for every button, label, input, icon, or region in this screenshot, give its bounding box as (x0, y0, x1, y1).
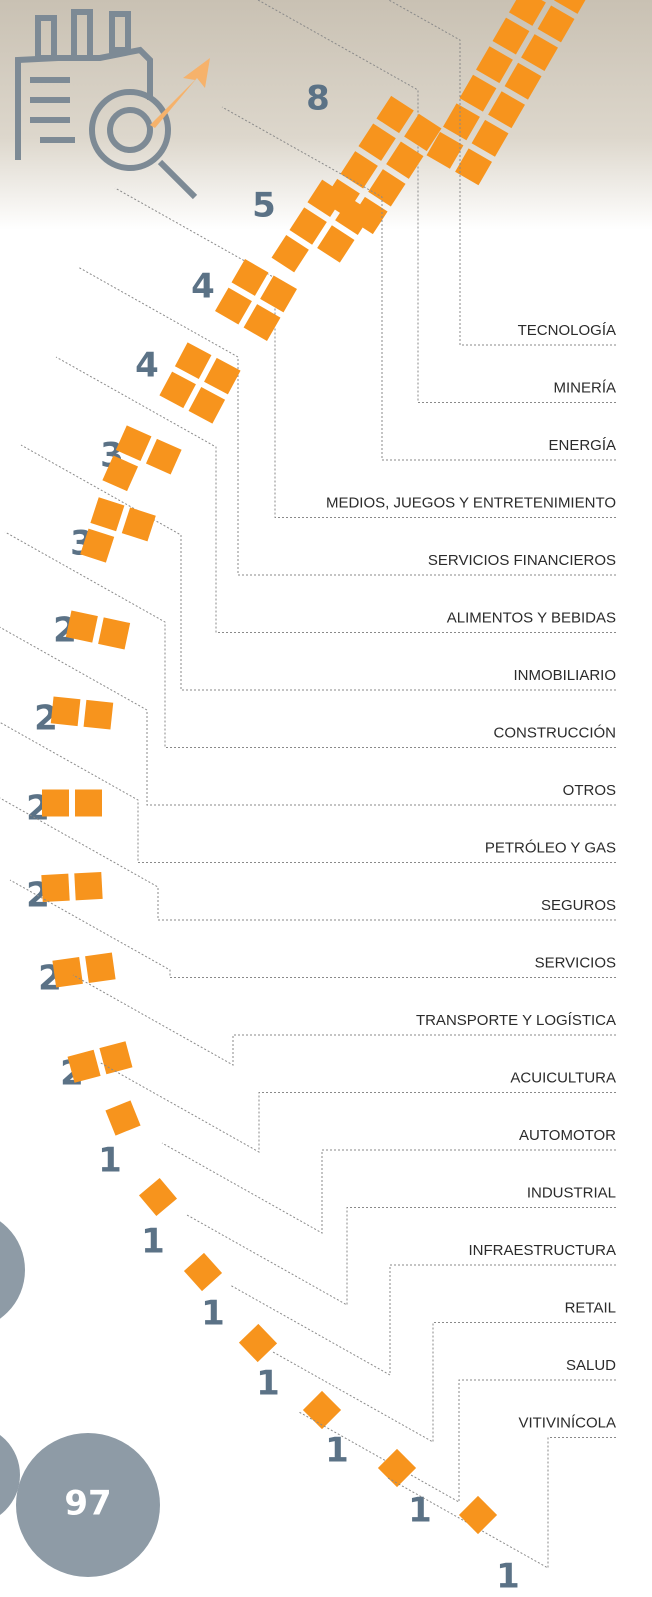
square (146, 439, 182, 475)
count-label: 4 (191, 267, 215, 307)
count-squares (459, 1496, 497, 1534)
category-label: MEDIOS, JUEGOS Y ENTRETENIMIENTO (326, 495, 616, 512)
count-label: 5 (252, 186, 276, 226)
square (105, 1100, 140, 1135)
count-label: 1 (98, 1141, 122, 1181)
square (204, 358, 241, 395)
count-label: 4 (135, 346, 159, 386)
square (232, 259, 269, 296)
square (51, 696, 81, 726)
square (75, 790, 102, 817)
count-squares (51, 696, 113, 729)
count-squares (239, 1324, 277, 1362)
circle (0, 1210, 25, 1330)
square (66, 611, 98, 643)
square (175, 342, 212, 379)
count-label: 1 (256, 1364, 280, 1404)
square (41, 874, 69, 902)
count-squares (184, 1253, 222, 1291)
count-squares (215, 259, 297, 341)
square (85, 952, 115, 982)
count-label: 8 (306, 79, 330, 119)
square (272, 235, 309, 272)
square (139, 1178, 177, 1216)
category-label: MINERÍA (553, 380, 616, 397)
infographic: 97 TECNOLOGÍA MINERÍA 8 ENERGÍA 5 MEDIOS, JUE… (0, 0, 652, 1597)
category-label: INFRAESTRUCTURA (468, 1242, 616, 1259)
category-label: SERVICIOS FINANCIEROS (428, 552, 616, 569)
count-label: 1 (141, 1222, 165, 1262)
square (184, 1253, 222, 1291)
square (260, 276, 297, 313)
leader-line (230, 1265, 616, 1375)
square (459, 1496, 497, 1534)
category-label: SEGUROS (541, 897, 616, 914)
count-label: 1 (201, 1294, 225, 1334)
category-label: VITIVINÍCOLA (518, 1415, 616, 1432)
square (215, 288, 252, 325)
square (90, 497, 124, 531)
category-label: RETAIL (565, 1300, 616, 1317)
category-label: ACUICULTURA (510, 1070, 616, 1087)
count-label: 1 (325, 1431, 349, 1471)
square (189, 387, 226, 424)
count-squares (105, 1100, 140, 1135)
category-label: INDUSTRIAL (527, 1185, 616, 1202)
category-label: OTROS (563, 782, 616, 799)
leader-line (78, 267, 616, 575)
square (42, 790, 69, 817)
count-squares (42, 790, 102, 817)
square (84, 700, 114, 730)
square (159, 372, 196, 409)
square (239, 1324, 277, 1362)
category-label: AUTOMOTOR (519, 1127, 616, 1144)
count-squares (159, 342, 240, 423)
count-squares (139, 1178, 177, 1216)
square (74, 872, 102, 900)
count-squares (68, 1041, 133, 1083)
page-number: 97 (64, 1484, 111, 1524)
square (378, 1449, 416, 1487)
category-label: SERVICIOS (535, 955, 616, 972)
category-label: SALUD (566, 1357, 616, 1374)
square (52, 957, 82, 987)
count-squares (378, 1449, 416, 1487)
category-label: CONSTRUCCIÓN (494, 725, 617, 742)
category-label: TRANSPORTE Y LOGÍSTICA (416, 1012, 616, 1029)
square (317, 225, 354, 262)
category-label: INMOBILIARIO (513, 667, 616, 684)
square (122, 507, 156, 541)
square (303, 1391, 341, 1429)
count-squares (303, 1391, 341, 1429)
count-squares (52, 952, 115, 987)
count-label: 1 (496, 1557, 520, 1597)
category-label: TECNOLOGÍA (518, 322, 616, 339)
category-label: ALIMENTOS Y BEBIDAS (447, 610, 616, 627)
square (99, 1041, 132, 1074)
category-label: PETRÓLEO Y GAS (485, 840, 616, 857)
category-label: ENERGÍA (548, 437, 616, 454)
count-squares (41, 872, 102, 902)
square (98, 617, 130, 649)
